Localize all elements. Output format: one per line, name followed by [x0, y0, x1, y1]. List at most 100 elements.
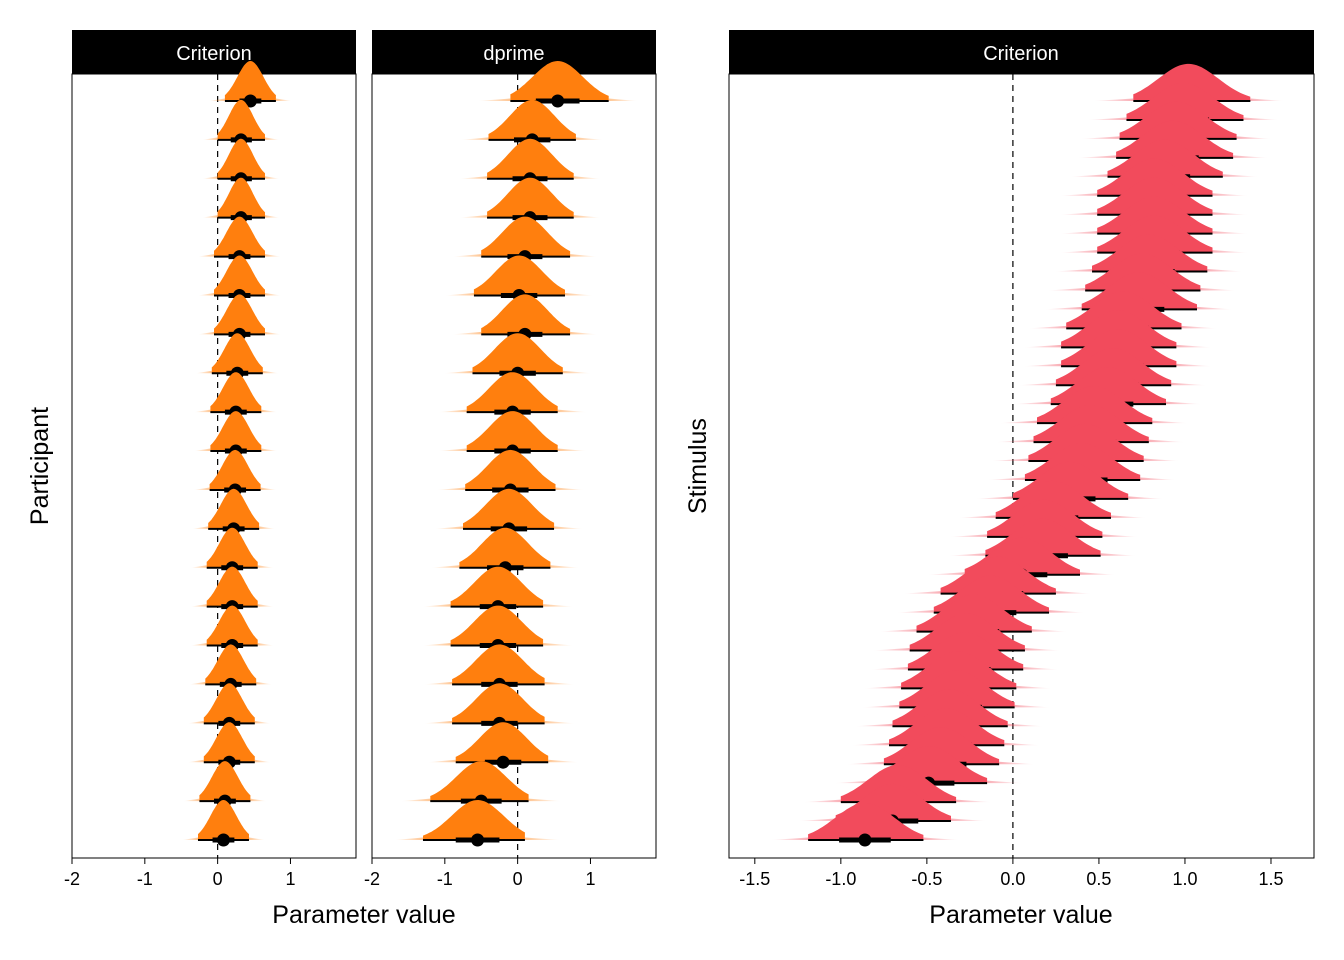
- density-tail-left: [189, 681, 206, 685]
- density-tail-right: [1200, 287, 1237, 291]
- plot-frame-1: [71, 73, 357, 859]
- density-tail-right: [1128, 496, 1164, 499]
- left-x-axis-title: Parameter value: [272, 901, 455, 929]
- interval-row: [452, 294, 598, 341]
- density-tail-left: [190, 604, 207, 607]
- density-tail-right: [264, 331, 282, 335]
- density-tail-left: [948, 553, 986, 556]
- density-tail-right: [543, 604, 574, 607]
- median-point: [551, 94, 565, 108]
- density-shape: [206, 605, 258, 646]
- density-tail-right: [570, 331, 598, 335]
- density-tail-left: [803, 799, 841, 803]
- density-shape: [217, 99, 265, 140]
- density-tail-right: [248, 837, 266, 840]
- density-shape: [481, 294, 571, 335]
- density-tail-right: [1049, 610, 1085, 613]
- density-tail-left: [452, 254, 482, 257]
- density-tail-left: [422, 643, 451, 646]
- density-shape: [203, 722, 255, 763]
- density-tail-right: [524, 837, 561, 840]
- density-tail-right: [557, 409, 587, 413]
- density-tail-right: [257, 565, 274, 568]
- density-shape: [206, 527, 258, 568]
- density-tail-left: [193, 487, 210, 490]
- density-tail-right: [528, 798, 562, 802]
- x-tick-label: -2: [364, 869, 380, 889]
- density-tail-right: [608, 98, 638, 101]
- marks-panel-2: [394, 61, 638, 858]
- density-shape: [217, 177, 265, 218]
- density-tail-right: [1212, 250, 1249, 253]
- density-tail-right: [544, 720, 575, 724]
- density-tail-right: [264, 137, 280, 140]
- density-tail-left: [438, 448, 467, 452]
- left-y-axis-title: Participant: [26, 407, 54, 525]
- density-shape: [459, 527, 551, 568]
- density-shape: [452, 683, 545, 724]
- density-tail-left: [1059, 193, 1098, 196]
- density-tail-left: [202, 137, 218, 140]
- density-tail-right: [257, 643, 274, 646]
- density-tail-left: [427, 759, 456, 763]
- density-tail-right: [564, 292, 594, 296]
- density-tail-right: [1176, 344, 1212, 348]
- x-tick-label: -0.5: [911, 869, 942, 889]
- density-tail-left: [423, 681, 453, 685]
- density-shape: [206, 566, 258, 607]
- density-tail-right: [1212, 212, 1249, 215]
- density-shape: [463, 488, 555, 529]
- plot-frame-3: [728, 73, 1315, 859]
- density-shape: [211, 333, 263, 374]
- density-shape: [1097, 196, 1213, 234]
- density-shape: [203, 683, 255, 724]
- density-tail-right: [999, 761, 1035, 765]
- density-tail-right: [1016, 685, 1052, 689]
- strip-title-criterion-participant: Criterion: [176, 43, 252, 65]
- density-tail-right: [575, 137, 604, 140]
- density-tail-left: [958, 515, 996, 518]
- density-tail-right: [1176, 363, 1212, 367]
- density-shape: [466, 411, 558, 452]
- density-tail-right: [1080, 572, 1116, 575]
- density-tail-right: [257, 604, 274, 607]
- density-tail-right: [260, 487, 277, 490]
- right-x-axis-title: Parameter value: [929, 901, 1112, 929]
- density-tail-left: [1059, 231, 1098, 234]
- density-tail-left: [181, 837, 198, 840]
- density-tail-right: [1055, 591, 1092, 594]
- x-tick-label: -1.5: [739, 869, 770, 889]
- density-shape: [901, 651, 1017, 689]
- interval-row: [443, 333, 592, 380]
- density-tail-right: [950, 818, 987, 822]
- density-tail-right: [554, 526, 584, 529]
- density-shape: [473, 255, 565, 296]
- marks-panel-1: [181, 61, 293, 858]
- density-tail-left: [1070, 174, 1108, 177]
- density-tail-right: [264, 176, 280, 179]
- density-tail-left: [436, 487, 466, 490]
- density-tail-right: [557, 448, 587, 452]
- median-point: [471, 833, 485, 847]
- density-tail-left: [202, 215, 218, 218]
- density-tail-left: [459, 215, 488, 218]
- density-tail-right: [956, 799, 992, 803]
- density-shape: [488, 99, 576, 140]
- density-tail-right: [1110, 515, 1147, 518]
- x-axis-panel-1: -2 -1 0 1: [64, 858, 295, 889]
- x-tick-label: 0: [213, 869, 223, 889]
- density-tail-left: [1087, 117, 1127, 120]
- density-tail-left: [459, 176, 488, 179]
- density-tail-right: [1148, 439, 1185, 443]
- x-tick-label: -2: [64, 869, 80, 889]
- density-tail-left: [1047, 287, 1086, 291]
- density-shape: [1119, 101, 1237, 139]
- density-tail-right: [1031, 629, 1068, 632]
- density-tail-right: [1207, 269, 1243, 272]
- density-tail-left: [1013, 401, 1051, 405]
- density-shape: [214, 294, 265, 335]
- density-tail-left: [190, 643, 207, 646]
- density-tail-left: [1080, 136, 1120, 139]
- density-tail-left: [870, 666, 908, 670]
- density-shape: [450, 605, 544, 646]
